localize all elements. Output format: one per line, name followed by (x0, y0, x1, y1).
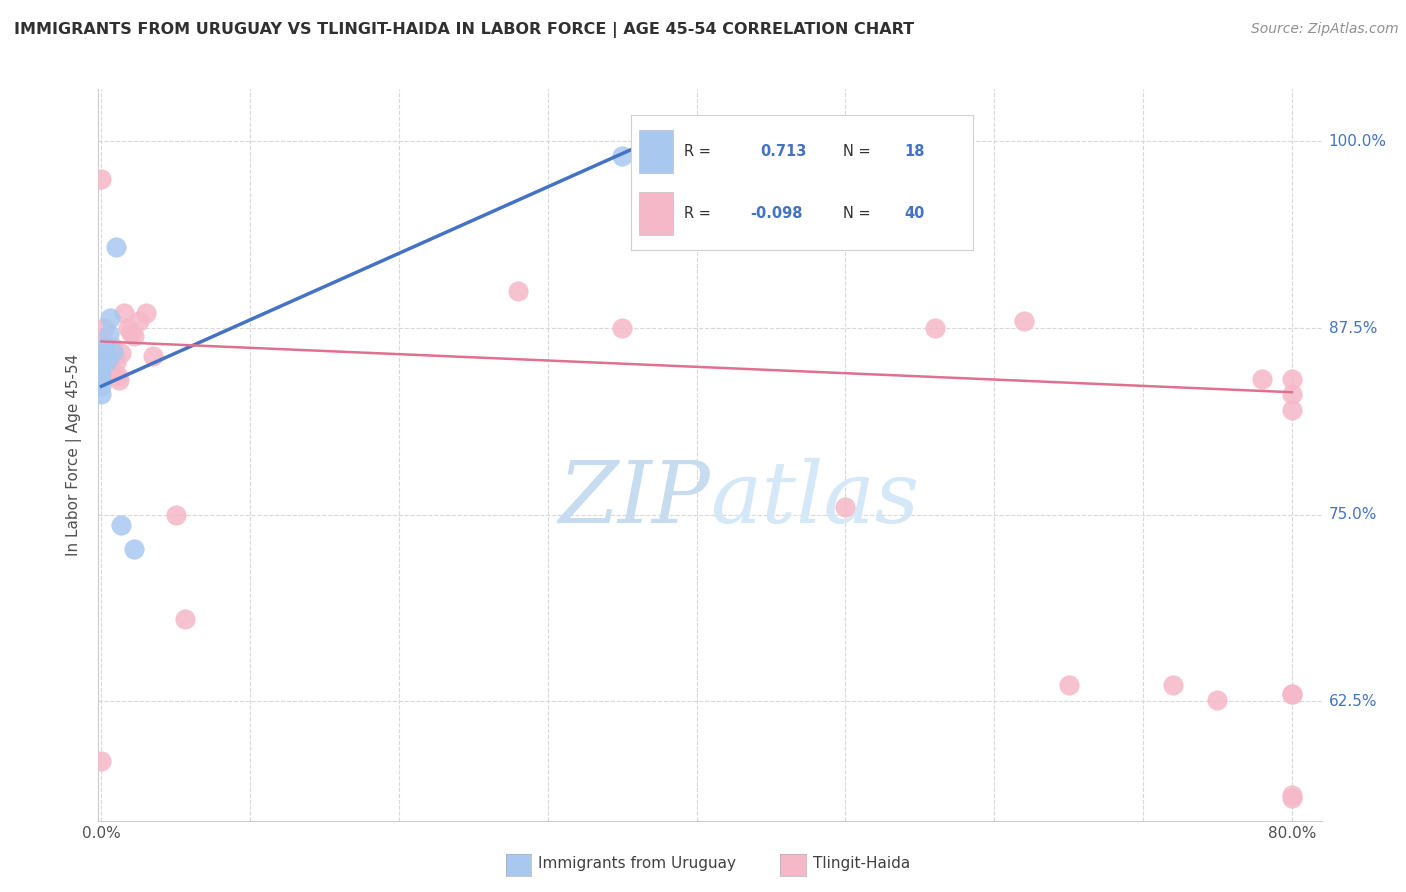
Point (105, 240, 128, 254)
Point (90, 171, 112, 186)
Text: 75.0%: 75.0% (1329, 508, 1376, 522)
Point (90, 346, 112, 360)
Point (104, 350, 127, 364)
Point (90, 386, 112, 401)
Point (1281, 791, 1303, 805)
Point (101, 351, 124, 365)
Point (1281, 372, 1303, 386)
Text: Immigrants from Uruguay: Immigrants from Uruguay (538, 856, 737, 871)
Point (98, 366, 121, 380)
Point (173, 612, 195, 626)
Point (120, 326, 142, 340)
Point (90, 361, 112, 376)
Point (103, 345, 125, 359)
Point (128, 313, 150, 327)
Point (1281, 789, 1303, 803)
Point (1206, 692, 1229, 706)
Point (103, 341, 125, 355)
Point (105, 355, 128, 369)
Point (1281, 687, 1303, 701)
Point (110, 346, 132, 360)
Point (612, 149, 634, 163)
Text: Tlingit-Haida: Tlingit-Haida (813, 856, 910, 871)
Point (1281, 386, 1303, 401)
Point (1161, 678, 1184, 692)
Text: 100.0%: 100.0% (1329, 134, 1386, 149)
Point (112, 306, 135, 320)
Point (612, 321, 634, 335)
Text: 62.5%: 62.5% (1329, 694, 1376, 709)
Point (1057, 678, 1080, 692)
Point (93, 341, 115, 355)
Point (107, 368, 129, 383)
Point (1281, 403, 1303, 417)
Point (834, 500, 856, 515)
Point (90, 368, 112, 382)
Point (924, 321, 946, 335)
Point (97, 326, 120, 341)
Point (122, 541, 145, 556)
Point (97, 359, 120, 373)
Point (94, 346, 117, 360)
Point (90, 373, 112, 387)
Point (96, 354, 118, 368)
Text: 87.5%: 87.5% (1329, 320, 1376, 335)
Point (108, 373, 131, 387)
Point (135, 306, 157, 320)
Point (165, 508, 187, 522)
Point (91, 350, 114, 364)
Point (90, 754, 112, 768)
Text: ZIP: ZIP (558, 458, 710, 541)
Text: IMMIGRANTS FROM URUGUAY VS TLINGIT-HAIDA IN LABOR FORCE | AGE 45-54 CORRELATION : IMMIGRANTS FROM URUGUAY VS TLINGIT-HAIDA… (14, 22, 914, 38)
Y-axis label: In Labor Force | Age 45-54: In Labor Force | Age 45-54 (66, 354, 83, 556)
Point (98, 310, 121, 325)
Point (90, 354, 112, 368)
Point (93, 321, 115, 335)
Point (142, 350, 165, 364)
Point (117, 321, 139, 335)
Point (94, 348, 117, 362)
Point (1251, 372, 1274, 386)
Point (91, 335, 114, 350)
Point (1281, 687, 1303, 701)
Text: atlas: atlas (710, 458, 920, 541)
Point (506, 284, 529, 298)
Point (90, 379, 112, 393)
Point (96, 351, 118, 365)
Text: Source: ZipAtlas.com: Source: ZipAtlas.com (1251, 22, 1399, 37)
Point (122, 328, 145, 343)
Point (110, 518, 132, 533)
Point (1012, 313, 1035, 327)
